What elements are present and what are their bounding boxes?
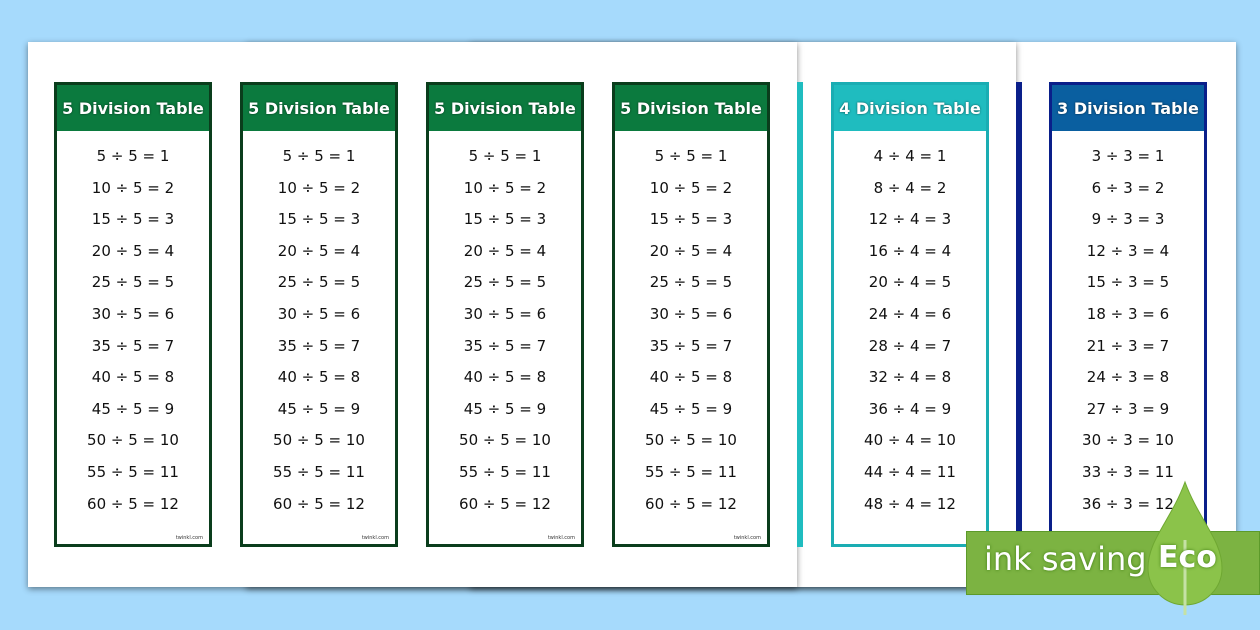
- division-fact: 60 ÷ 5 = 12: [273, 494, 365, 513]
- division-fact: 20 ÷ 5 = 4: [91, 241, 175, 260]
- division-fact: 5 ÷ 5 = 1: [96, 147, 170, 165]
- division-table-bookmark: 5 Division Table 5 ÷ 5 = 1 10 ÷ 5 = 2 15 ÷ …: [240, 82, 398, 547]
- ink-saving-label: ink saving: [984, 540, 1147, 578]
- division-fact: 55 ÷ 5 = 11: [459, 462, 551, 481]
- division-fact: 55 ÷ 5 = 11: [645, 462, 737, 481]
- bookmark-title: 3 Division Table: [1052, 85, 1204, 131]
- division-fact: 60 ÷ 5 = 12: [87, 494, 179, 513]
- division-fact: 32 ÷ 4 = 8: [868, 368, 952, 387]
- division-fact: 40 ÷ 4 = 10: [864, 431, 956, 450]
- division-fact: 27 ÷ 3 = 9: [1086, 399, 1170, 418]
- division-fact: 25 ÷ 5 = 5: [277, 273, 361, 292]
- division-fact: 50 ÷ 5 = 10: [273, 431, 365, 450]
- division-fact: 55 ÷ 5 = 11: [87, 462, 179, 481]
- division-fact: 36 ÷ 3 = 12: [1082, 494, 1174, 513]
- division-fact: 28 ÷ 4 = 7: [868, 336, 952, 355]
- bookmark-title: 5 Division Table: [57, 85, 209, 131]
- division-fact: 4 ÷ 4 = 1: [873, 147, 947, 165]
- division-fact: 44 ÷ 4 = 11: [864, 462, 956, 481]
- division-fact: 55 ÷ 5 = 11: [273, 462, 365, 481]
- division-fact: 50 ÷ 5 = 10: [87, 431, 179, 450]
- footer-url: twinkl.com: [175, 535, 203, 541]
- division-fact: 24 ÷ 4 = 6: [868, 304, 952, 323]
- bookmark-title: 5 Division Table: [615, 85, 767, 131]
- bookmark-title: 5 Division Table: [429, 85, 581, 131]
- division-fact: 21 ÷ 3 = 7: [1086, 336, 1170, 355]
- leaf-icon: [1147, 480, 1223, 615]
- division-fact: 35 ÷ 5 = 7: [649, 336, 733, 355]
- division-fact: 15 ÷ 5 = 3: [277, 210, 361, 229]
- division-fact: 6 ÷ 3 = 2: [1091, 178, 1165, 197]
- division-fact: 45 ÷ 5 = 9: [277, 399, 361, 418]
- division-table-bookmark: 5 Division Table 5 ÷ 5 = 1 10 ÷ 5 = 2 15 ÷ …: [54, 82, 212, 547]
- division-fact: 15 ÷ 5 = 3: [649, 210, 733, 229]
- division-fact: 20 ÷ 4 = 5: [868, 273, 952, 292]
- division-fact: 9 ÷ 3 = 3: [1091, 210, 1165, 229]
- division-fact: 15 ÷ 5 = 3: [91, 210, 175, 229]
- division-table-bookmark: 5 Division Table 5 ÷ 5 = 1 10 ÷ 5 = 2 15 ÷ …: [426, 82, 584, 547]
- division-fact: 50 ÷ 5 = 10: [459, 431, 551, 450]
- division-fact: 30 ÷ 5 = 6: [277, 304, 361, 323]
- division-fact: 3 ÷ 3 = 1: [1091, 147, 1165, 165]
- hidden-bookmark-edge: [1016, 82, 1022, 547]
- division-fact: 40 ÷ 5 = 8: [463, 368, 547, 387]
- division-fact: 20 ÷ 5 = 4: [463, 241, 547, 260]
- division-fact: 12 ÷ 4 = 3: [868, 210, 952, 229]
- division-table-bookmark: 4 Division Table 4 ÷ 4 = 1 8 ÷ 4 = 2 12 ÷ 4…: [831, 82, 989, 547]
- division-fact: 50 ÷ 5 = 10: [645, 431, 737, 450]
- footer-url: twinkl.com: [733, 535, 761, 541]
- division-fact: 25 ÷ 5 = 5: [463, 273, 547, 292]
- division-fact: 8 ÷ 4 = 2: [873, 178, 947, 197]
- division-fact: 15 ÷ 3 = 5: [1086, 273, 1170, 292]
- division-fact: 35 ÷ 5 = 7: [91, 336, 175, 355]
- division-fact: 35 ÷ 5 = 7: [277, 336, 361, 355]
- division-fact: 30 ÷ 3 = 10: [1082, 431, 1174, 450]
- division-fact: 18 ÷ 3 = 6: [1086, 304, 1170, 323]
- division-fact: 33 ÷ 3 = 11: [1082, 462, 1174, 481]
- division-fact: 30 ÷ 5 = 6: [91, 304, 175, 323]
- division-fact: 30 ÷ 5 = 6: [649, 304, 733, 323]
- division-fact: 36 ÷ 4 = 9: [868, 399, 952, 418]
- division-fact: 20 ÷ 5 = 4: [649, 241, 733, 260]
- bookmark-title: 5 Division Table: [243, 85, 395, 131]
- division-fact: 45 ÷ 5 = 9: [649, 399, 733, 418]
- division-fact: 5 ÷ 5 = 1: [654, 147, 728, 165]
- footer-url: twinkl.com: [361, 535, 389, 541]
- division-fact: 25 ÷ 5 = 5: [91, 273, 175, 292]
- division-fact: 12 ÷ 3 = 4: [1086, 241, 1170, 260]
- division-fact: 40 ÷ 5 = 8: [277, 368, 361, 387]
- division-table-bookmark: 5 Division Table 5 ÷ 5 = 1 10 ÷ 5 = 2 15 ÷ …: [612, 82, 770, 547]
- division-fact: 20 ÷ 5 = 4: [277, 241, 361, 260]
- eco-label: Eco: [1158, 540, 1217, 575]
- division-fact: 40 ÷ 5 = 8: [91, 368, 175, 387]
- division-fact: 16 ÷ 4 = 4: [868, 241, 952, 260]
- hidden-bookmark-edge: [797, 82, 803, 547]
- division-fact: 35 ÷ 5 = 7: [463, 336, 547, 355]
- division-fact: 60 ÷ 5 = 12: [645, 494, 737, 513]
- division-fact: 25 ÷ 5 = 5: [649, 273, 733, 292]
- division-fact: 15 ÷ 5 = 3: [463, 210, 547, 229]
- division-fact: 10 ÷ 5 = 2: [463, 178, 547, 197]
- division-fact: 45 ÷ 5 = 9: [463, 399, 547, 418]
- division-fact: 48 ÷ 4 = 12: [864, 494, 956, 513]
- division-fact: 30 ÷ 5 = 6: [463, 304, 547, 323]
- division-fact: 40 ÷ 5 = 8: [649, 368, 733, 387]
- division-fact: 5 ÷ 5 = 1: [468, 147, 542, 165]
- division-table-bookmark: 3 Division Table 3 ÷ 3 = 1 6 ÷ 3 = 2 9 ÷ 3 …: [1049, 82, 1207, 547]
- division-fact: 5 ÷ 5 = 1: [282, 147, 356, 165]
- division-fact: 10 ÷ 5 = 2: [649, 178, 733, 197]
- division-fact: 45 ÷ 5 = 9: [91, 399, 175, 418]
- division-fact: 10 ÷ 5 = 2: [277, 178, 361, 197]
- division-fact: 10 ÷ 5 = 2: [91, 178, 175, 197]
- division-fact: 24 ÷ 3 = 8: [1086, 368, 1170, 387]
- bookmark-title: 4 Division Table: [834, 85, 986, 131]
- division-fact: 60 ÷ 5 = 12: [459, 494, 551, 513]
- footer-url: twinkl.com: [547, 535, 575, 541]
